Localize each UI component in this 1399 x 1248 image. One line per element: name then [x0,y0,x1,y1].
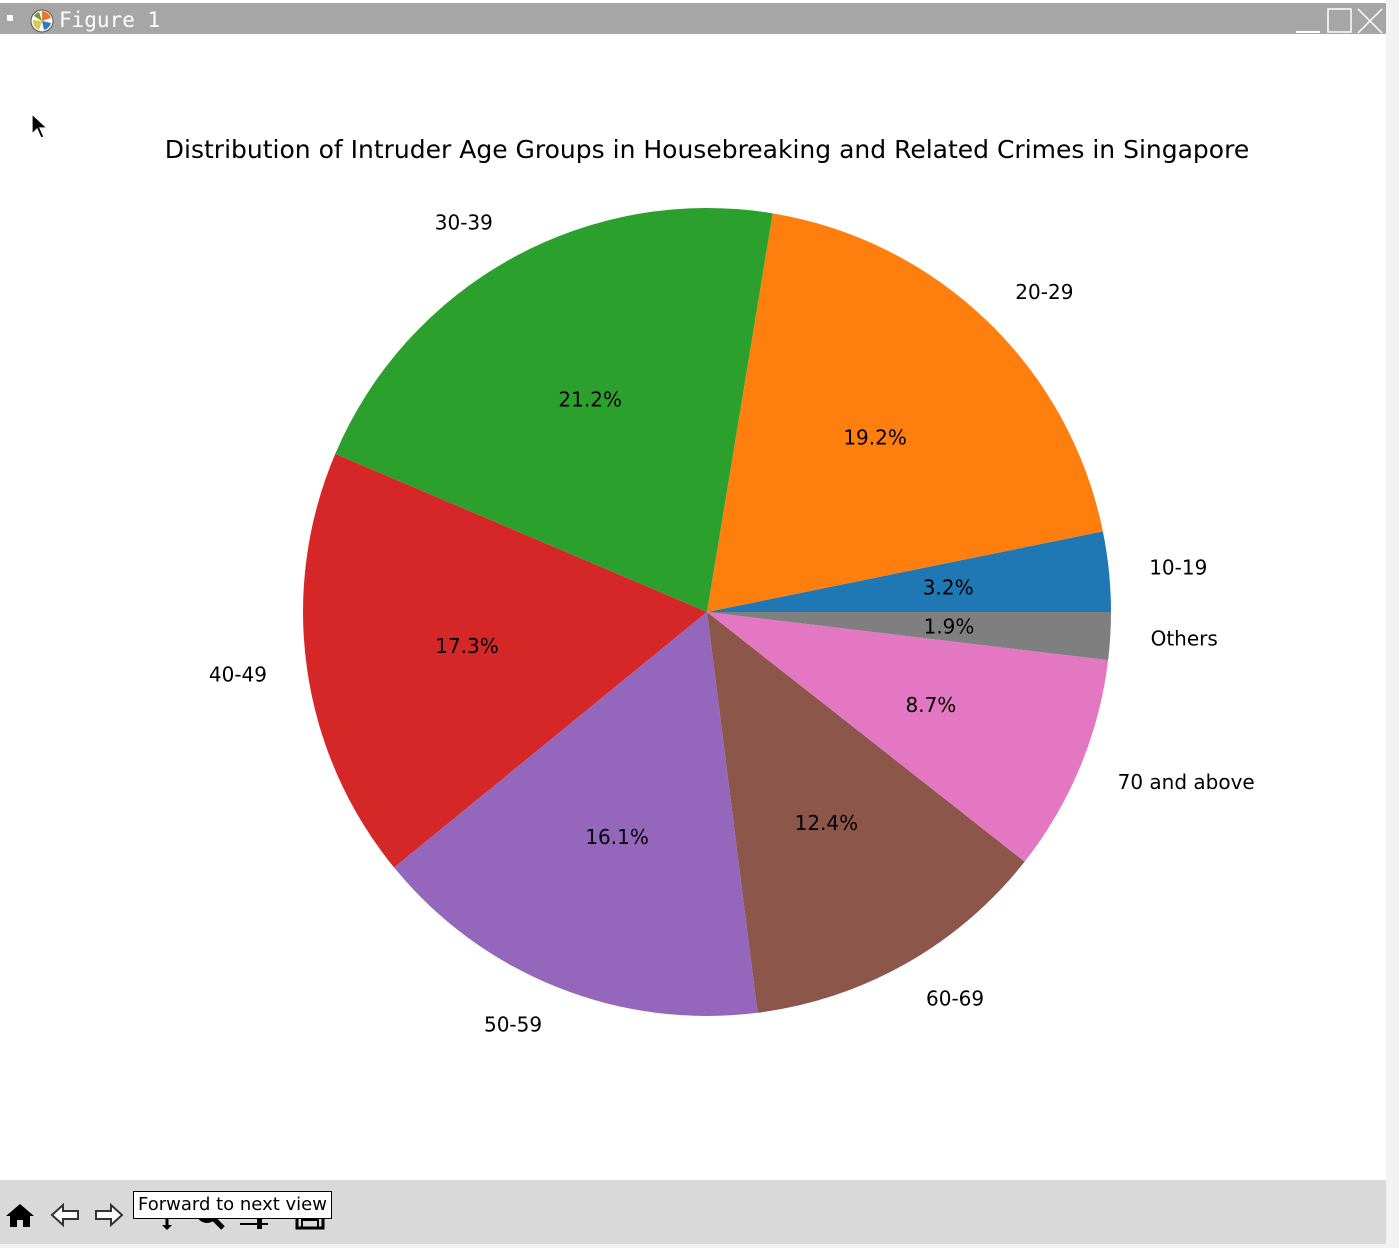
pie-category-label: 10-19 [1149,555,1207,579]
window-titlebar[interactable]: Figure 1 [0,3,1386,34]
pie-category-label: 60-69 [926,987,984,1011]
home-icon[interactable] [3,1198,37,1232]
pie-category-label: 70 and above [1118,770,1255,794]
pie-category-label: Others [1151,627,1218,651]
pie-slice-10-19 [707,531,1111,612]
back-arrow-icon[interactable] [48,1198,82,1232]
window-title: Figure 1 [59,8,161,32]
mouse-cursor-icon [31,112,49,139]
pie-pct-label: 3.2% [923,576,974,600]
pie-category-label: 20-29 [1015,280,1073,304]
pie-slice-40-49 [303,453,707,868]
maximize-icon[interactable] [1325,7,1353,35]
pie-pct-label: 1.9% [924,615,975,639]
window-border [1386,0,1399,1248]
app-icon [30,9,54,33]
pie-pct-label: 12.4% [795,811,859,835]
toolbar-tooltip: Forward to next view [133,1191,332,1219]
pie-slice-50-59 [394,612,758,1016]
pie-category-label: 40-49 [209,663,267,687]
pie-chart: Distribution of Intruder Age Groups in H… [165,135,1255,1037]
pie-pct-label: 19.2% [843,425,907,449]
pie-pct-label: 8.7% [905,693,956,717]
pie-slice-70-and-above [707,612,1109,862]
figure-canvas[interactable]: Distribution of Intruder Age Groups in H… [0,34,1386,1180]
close-icon[interactable] [1356,7,1384,35]
pie-slice-60-69 [707,612,1025,1013]
window-menu-icon[interactable] [7,15,13,21]
minimize-icon[interactable] [1294,7,1322,35]
pie-slice-20-29 [707,213,1103,612]
forward-arrow-icon[interactable] [92,1198,126,1232]
pie-category-label: 50-59 [484,1013,542,1037]
pie-category-label: 30-39 [435,211,493,235]
pie-slice-others [707,612,1111,661]
chart-title: Distribution of Intruder Age Groups in H… [165,135,1249,164]
pie-pct-label: 16.1% [585,825,649,849]
window-bottom-border [0,1244,1386,1248]
pie-slice-30-39 [335,208,773,612]
pie-pct-label: 17.3% [435,634,499,658]
pie-pct-label: 21.2% [558,388,622,412]
